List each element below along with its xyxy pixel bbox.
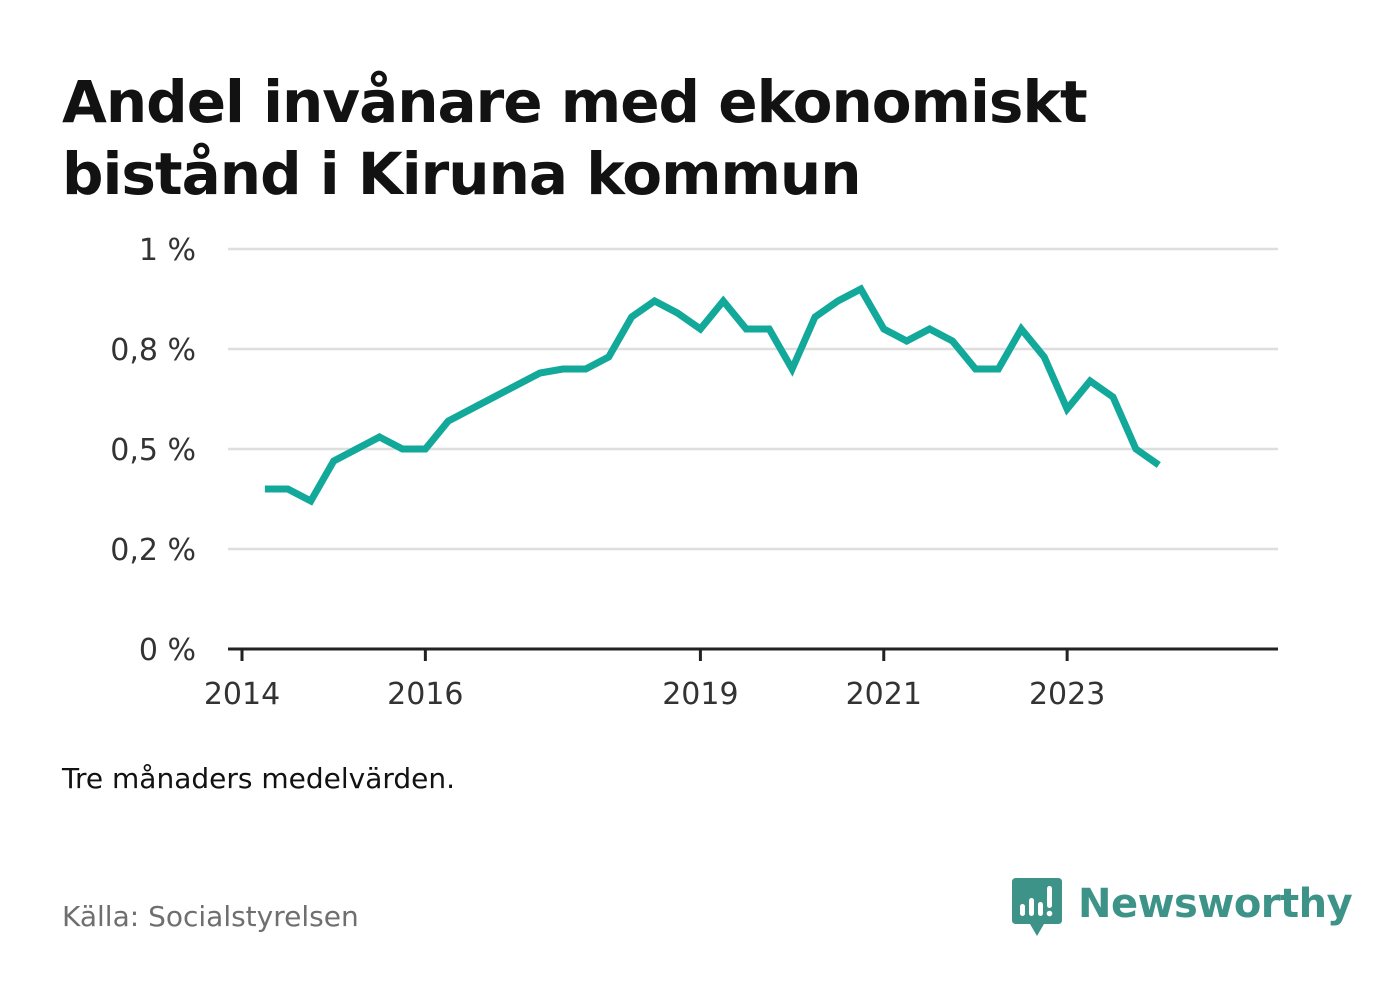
series-line [264, 284, 1161, 506]
source-credit: Källa: Socialstyrelsen [62, 900, 359, 933]
x-axis-ticks: 2014 2016 2019 2021 2023 [204, 649, 1105, 712]
chart-title: Andel invånare med ekonomiskt bistånd i … [62, 66, 1312, 210]
chart-note: Tre månaders medelvärden. [62, 762, 456, 795]
y-tick-label: 0,2 % [110, 533, 196, 568]
y-tick-label: 0,5 % [110, 433, 196, 468]
y-gridlines [228, 247, 1278, 551]
y-tick-label: 0 % [139, 633, 196, 668]
x-tick-label: 2021 [846, 677, 922, 712]
brand-logo: Newsworthy [1012, 878, 1353, 940]
newsworthy-logo-icon [1012, 878, 1062, 936]
x-tick-label: 2023 [1029, 677, 1105, 712]
series-lines [264, 284, 1161, 506]
chart-title-line-2: bistånd i Kiruna kommun [62, 140, 862, 208]
brand-name: Newsworthy [1078, 881, 1353, 927]
chart-title-line-1: Andel invånare med ekonomiskt [62, 68, 1088, 136]
x-tick-label: 2016 [387, 677, 463, 712]
x-tick-label: 2019 [662, 677, 738, 712]
x-tick-label: 2014 [204, 677, 280, 712]
y-tick-label: 0,8 % [110, 333, 196, 368]
y-tick-label: 1 % [139, 233, 196, 268]
y-axis-tick-labels: 0 % 0,2 % 0,5 % 0,8 % 1 % [110, 233, 196, 668]
